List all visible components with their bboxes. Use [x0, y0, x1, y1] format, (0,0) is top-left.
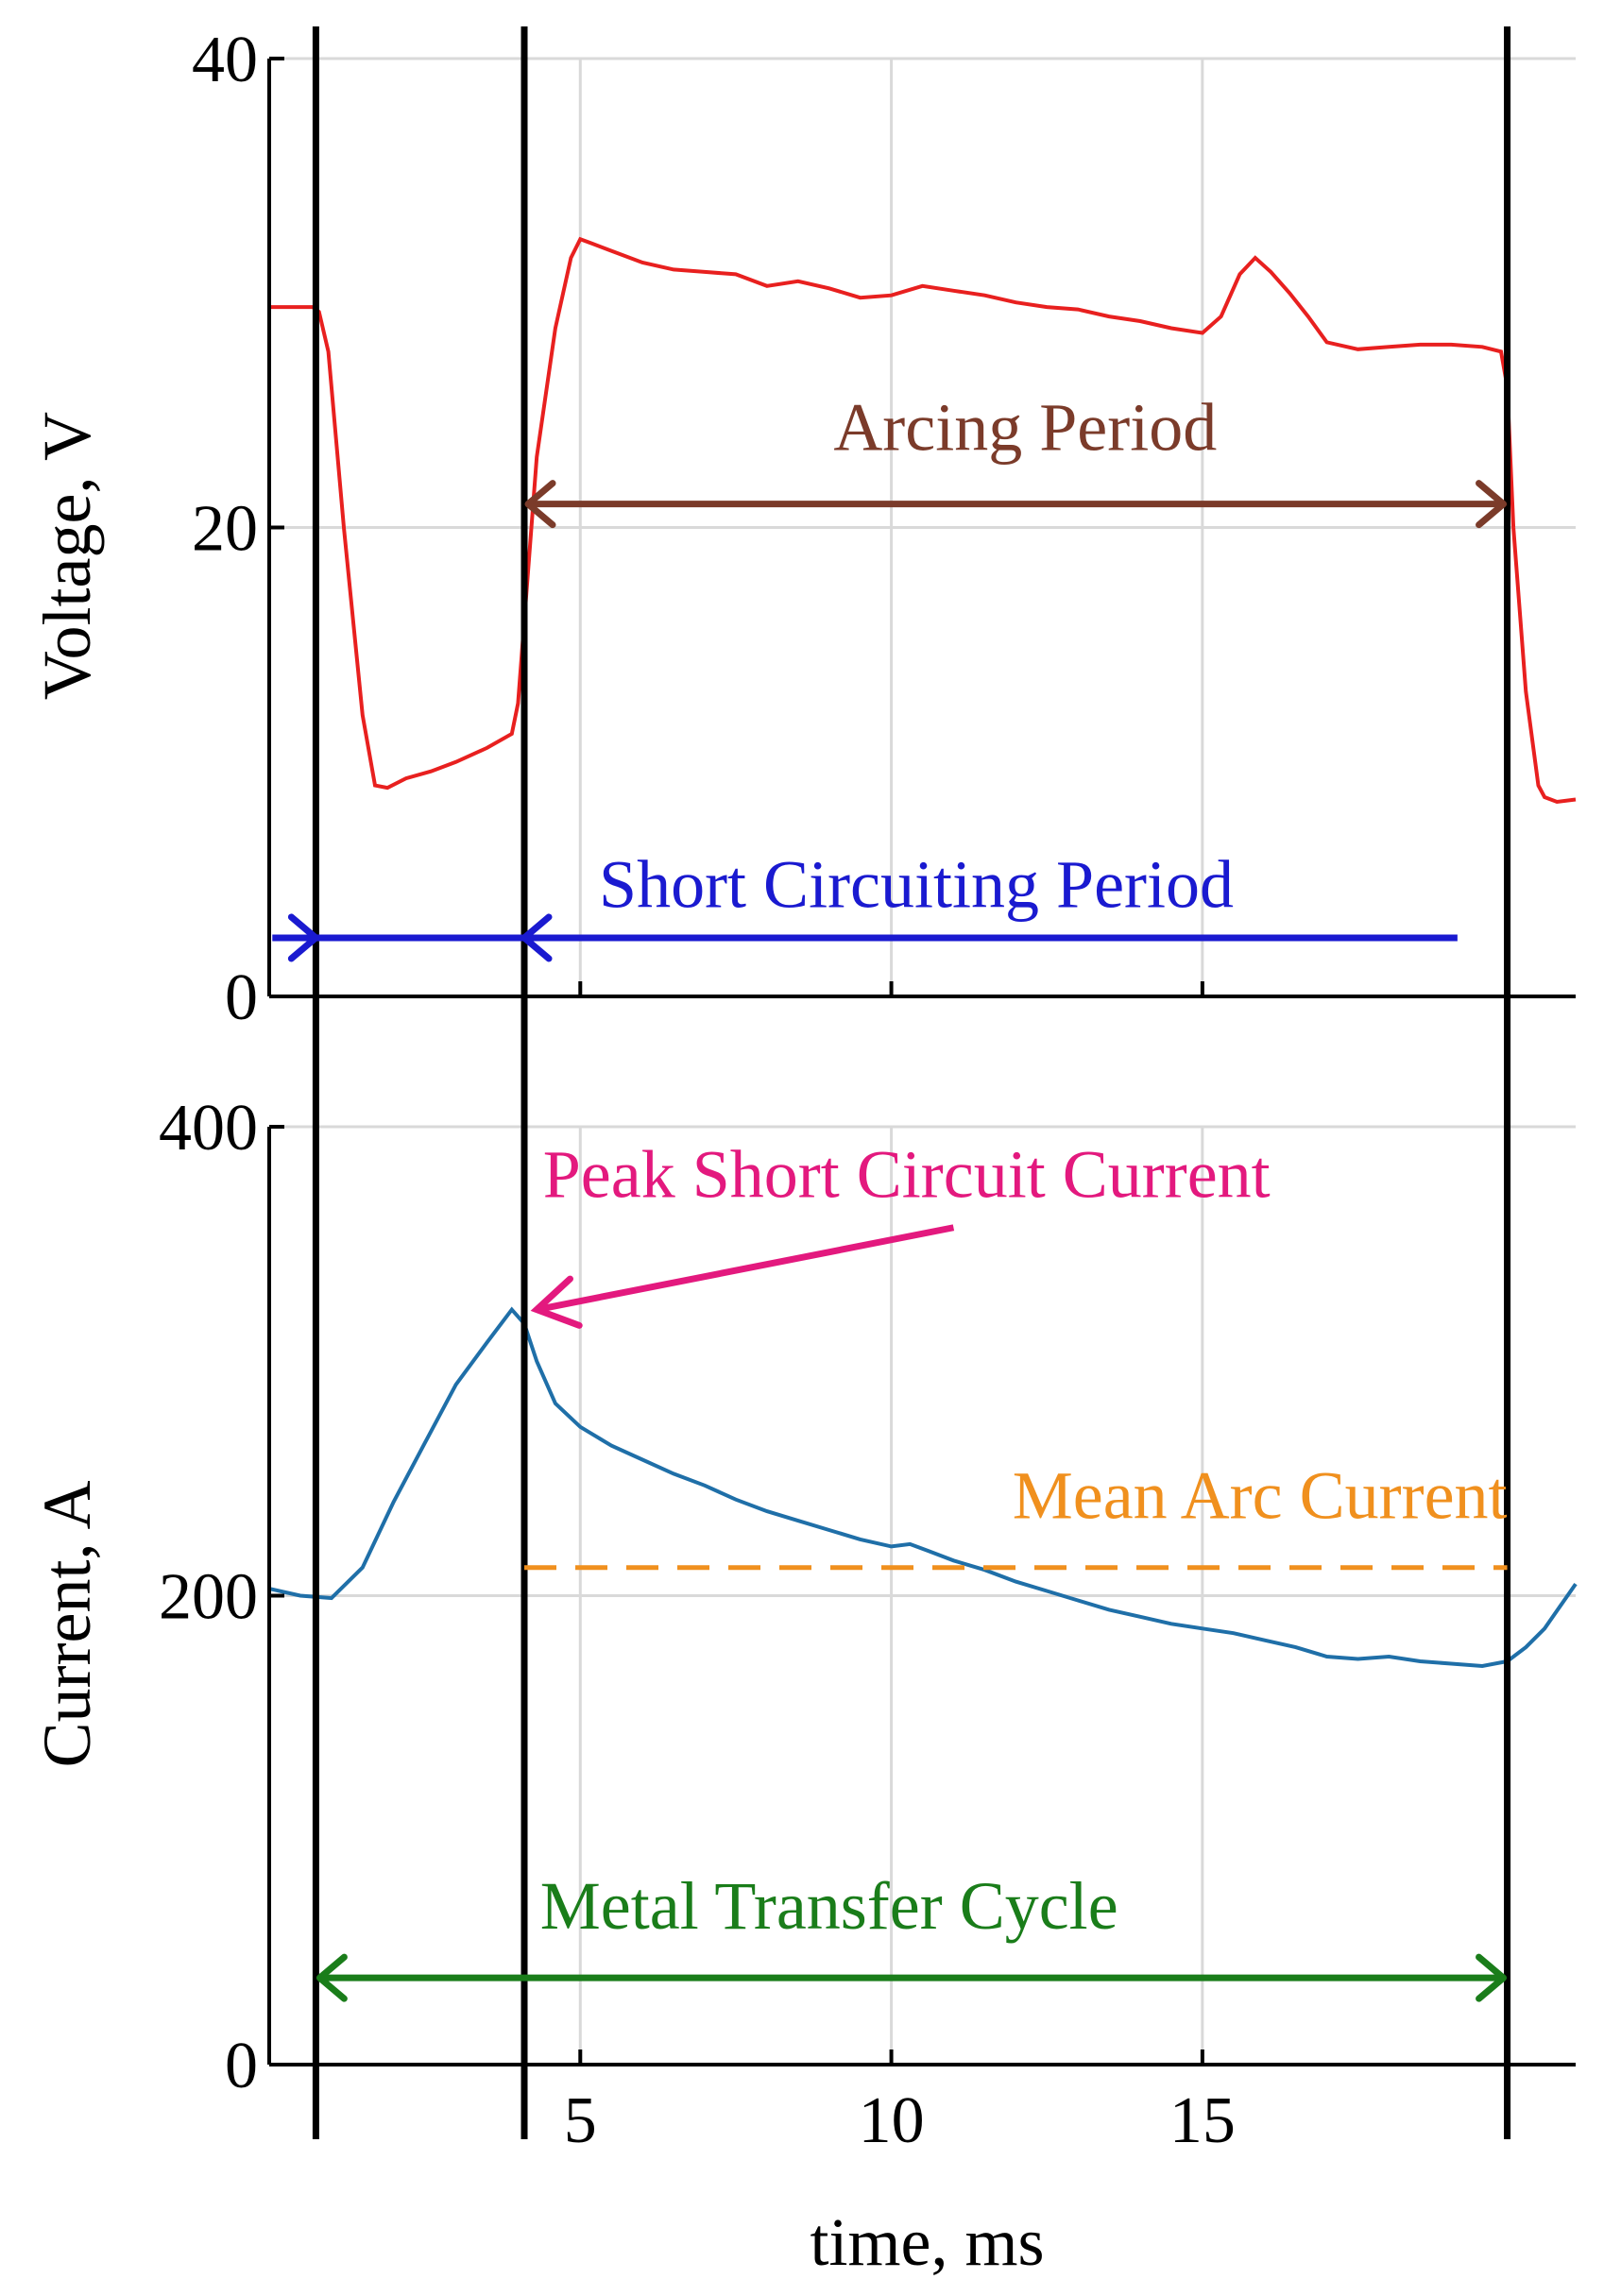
voltage-ticks: 0 20 40: [192, 24, 1204, 1034]
metal-transfer-cycle-arrow-left-head: [316, 1953, 348, 2002]
current-ytick-label: 400: [159, 1092, 258, 1165]
arcing-period-arrow-right-head: [1476, 480, 1508, 529]
arcing-period-label: Arcing Period: [833, 390, 1217, 466]
voltage-panel: 0 20 40 Voltage, V: [29, 24, 1577, 1034]
time-axis-label: time, ms: [810, 2204, 1045, 2280]
voltage-ytick-label: 40: [192, 24, 258, 96]
event-marker-lines: [312, 26, 1511, 2139]
annotations: Arcing Period Short Circuiting Period Pe…: [272, 390, 1508, 2002]
arcing-period-arrow: [524, 480, 1508, 529]
short-circuiting-period-arrow: [272, 913, 1458, 962]
current-axis-label: Current, A: [29, 1481, 105, 1768]
peak-current-arrow-shaft: [536, 1224, 955, 1314]
current-ytick-label: 0: [225, 2030, 258, 2102]
voltage-series-line: [269, 236, 1577, 805]
mean-arc-current-label: Mean Arc Current: [1013, 1458, 1508, 1534]
metal-transfer-cycle-arrow-right-head: [1476, 1953, 1508, 2002]
peak-current-arrow: [530, 1224, 955, 1329]
time-xtick-label: 15: [1169, 2084, 1236, 2157]
current-ytick-label: 200: [159, 1561, 258, 1634]
arcing-period-arrow-left-head: [524, 480, 556, 529]
voltage-ytick-label: 20: [192, 493, 258, 566]
short-circuiting-period-left-head: [520, 913, 553, 962]
time-xtick-label: 10: [859, 2084, 925, 2157]
short-circuiting-period-right-head: [287, 913, 319, 962]
time-xtick-label: 5: [564, 2084, 597, 2157]
current-ticks: 0 200 400 5 10 15: [159, 1092, 1236, 2157]
peak-current-arrow-head: [530, 1275, 583, 1329]
current-panel: 0 200 400 5 10 15 Current, A time, ms: [29, 1092, 1578, 2280]
metal-transfer-cycle-label: Metal Transfer Cycle: [540, 1868, 1118, 1944]
peak-short-circuit-current-label: Peak Short Circuit Current: [543, 1136, 1271, 1212]
voltage-ytick-label: 0: [225, 961, 258, 1034]
short-circuiting-period-label: Short Circuiting Period: [599, 847, 1234, 923]
metal-transfer-cycle-arrow: [316, 1953, 1508, 2002]
voltage-axis-label: Voltage, V: [29, 412, 105, 700]
current-series-line: [268, 1306, 1578, 1669]
